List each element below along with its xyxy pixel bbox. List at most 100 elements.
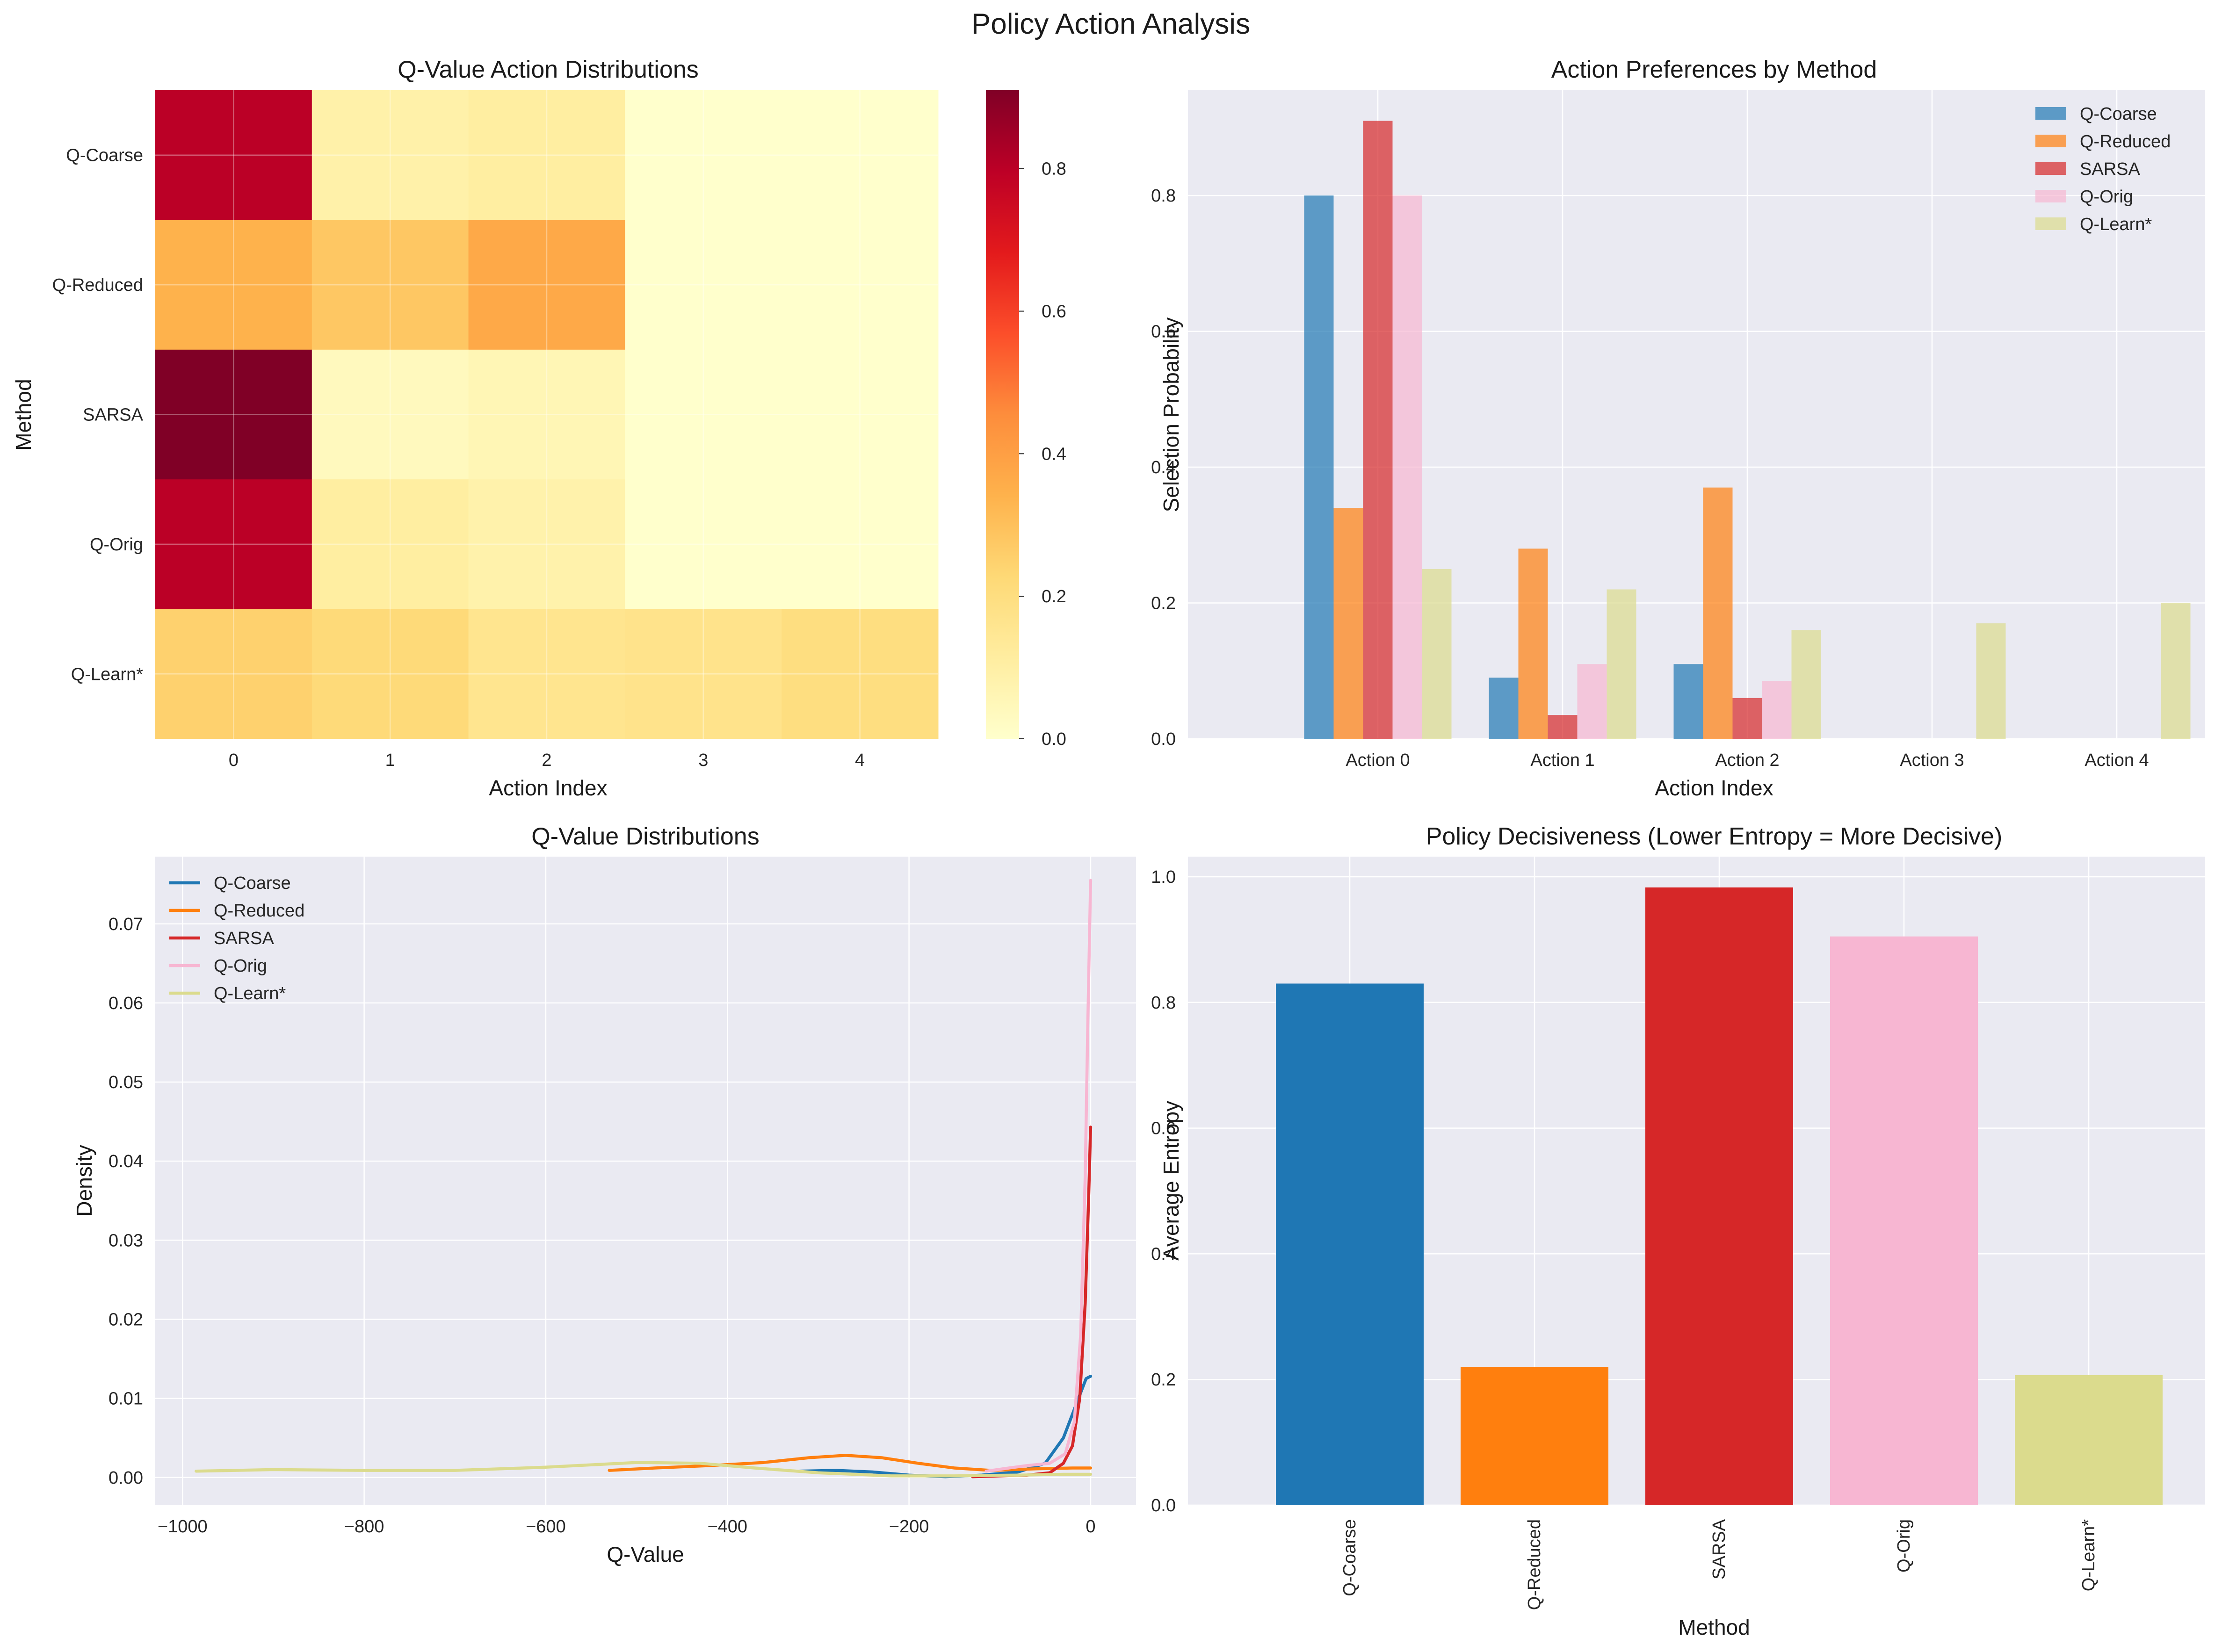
- heatmap-cell: [311, 349, 469, 480]
- heatmap-cell: [155, 90, 312, 220]
- q-value-density-legend: Q-Coarse Q-Reduced SARSA Q-Orig Q-Learn*: [169, 873, 304, 1003]
- action-preferences-y-tick-label: 0.0: [1151, 729, 1176, 749]
- action-preferences-bar: [1976, 623, 2006, 739]
- heatmap-cell: [782, 349, 939, 480]
- policy-decisiveness-x-tick-label: Q-Learn*: [2079, 1519, 2099, 1591]
- policy-decisiveness-y-tick-label: 0.2: [1151, 1370, 1176, 1390]
- policy-decisiveness-x-tick-label: Q-Reduced: [1525, 1519, 1544, 1610]
- action-preferences-title: Action Preferences by Method: [1551, 56, 1877, 83]
- q-value-density-x-tick-label: −800: [344, 1517, 384, 1537]
- heatmap-cell: [782, 609, 939, 739]
- q-value-density-plot-area: [155, 857, 1136, 1505]
- action-preferences-bar: [1333, 508, 1363, 739]
- action-preferences-bar: [1762, 681, 1792, 739]
- action-preferences-bar: [1732, 698, 1762, 739]
- action-preferences-bar: [1518, 548, 1548, 739]
- q-value-density-x-tick-label: −1000: [158, 1517, 208, 1537]
- action-preferences-bar: [1489, 678, 1519, 739]
- policy-decisiveness-x-tick-label: Q-Coarse: [1340, 1519, 1360, 1596]
- heatmap-y-tick-label: Q-Coarse: [66, 146, 143, 166]
- action-preferences-y-tick-label: 0.4: [1151, 458, 1176, 477]
- q-value-density-x-tick-label: −200: [889, 1517, 929, 1537]
- q-value-density-x-tick-label: −400: [707, 1517, 747, 1537]
- heatmap-y-tick-label: Q-Learn*: [71, 664, 143, 684]
- legend-label: Q-Coarse: [2080, 104, 2157, 124]
- q-value-density-y-tick-label: 0.01: [109, 1389, 143, 1409]
- legend-swatch: [2035, 162, 2066, 175]
- action-preferences-bar: [1548, 715, 1578, 739]
- heatmap-y-label: Method: [11, 379, 36, 450]
- heatmap-x-tick-label: 3: [698, 750, 708, 770]
- action-preferences-y-tick-label: 0.6: [1151, 322, 1176, 342]
- q-value-density-line: [195, 1461, 1093, 1478]
- legend-label: SARSA: [2080, 159, 2140, 179]
- q-value-density-y-tick-label: 0.05: [109, 1073, 143, 1092]
- q-value-density-panel: Q-Value Distributions −1000 −800 −600 −400 −…: [72, 823, 1136, 1566]
- legend-label: SARSA: [214, 929, 274, 948]
- q-value-density-y-tick-label: 0.06: [109, 994, 143, 1013]
- policy-decisiveness-bar: [1645, 887, 1793, 1505]
- heatmap-cell: [625, 609, 782, 739]
- heatmap-y-tick-label: Q-Orig: [90, 535, 143, 555]
- heatmap-cell: [625, 479, 782, 610]
- policy-decisiveness-y-tick-label: 1.0: [1151, 867, 1176, 887]
- heatmap-x-tick-label: 2: [542, 750, 551, 770]
- heatmap-cell: [311, 609, 469, 739]
- policy-decisiveness-bar: [1276, 983, 1424, 1505]
- action-preferences-legend: Q-Coarse Q-Reduced SARSA Q-Orig Q-Learn*: [2035, 104, 2171, 234]
- action-preferences-bar: [1422, 569, 1452, 739]
- heatmap-cell: [782, 220, 939, 350]
- heatmap-cell: [468, 220, 625, 350]
- policy-decisiveness-panel: Policy Decisiveness (Lower Entropy = Mor…: [1151, 823, 2205, 1639]
- figure-suptitle: Policy Action Analysis: [971, 8, 1250, 40]
- heatmap-cell: [468, 349, 625, 480]
- legend-swatch: [2035, 107, 2066, 120]
- colorbar-gradient: [986, 90, 1019, 739]
- heatmap-cell: [625, 90, 782, 220]
- policy-decisiveness-x-tick-label: Q-Orig: [1894, 1519, 1914, 1573]
- heatmap-cell: [468, 609, 625, 739]
- policy-decisiveness-bar: [2015, 1375, 2163, 1505]
- legend-label: Q-Learn*: [214, 984, 286, 1003]
- action-preferences-bar: [1791, 630, 1821, 739]
- q-value-density-x-tick-label: 0: [1086, 1517, 1095, 1537]
- heatmap-cell: [468, 479, 625, 610]
- colorbar-tick-label: 0.0: [1042, 729, 1066, 749]
- q-value-density-y-tick-label: 0.02: [109, 1310, 143, 1330]
- policy-decisiveness-y-tick-label: 0.4: [1151, 1244, 1176, 1264]
- colorbar-tick-label: 0.8: [1042, 159, 1066, 179]
- action-preferences-panel: Action Preferences by Method Action 0 Act…: [1151, 56, 2205, 800]
- heatmap-cell: [782, 90, 939, 220]
- heatmap-cell: [468, 90, 625, 220]
- legend-label: Q-Reduced: [214, 901, 304, 921]
- colorbar-tick-label: 0.4: [1042, 444, 1066, 464]
- policy-decisiveness-title: Policy Decisiveness (Lower Entropy = Mor…: [1426, 823, 2003, 850]
- heatmap-cell: [311, 220, 469, 350]
- heatmap-panel: Q-Value Action Distributions 0 1 2 3 4 Q-Coa…: [11, 56, 1066, 800]
- legend-label: Q-Orig: [214, 956, 267, 976]
- action-preferences-bar: [1577, 664, 1607, 739]
- q-value-density-y-label: Density: [72, 1145, 96, 1216]
- action-preferences-x-tick-label: Action 3: [1900, 750, 1964, 770]
- q-value-density-y-tick-label: 0.04: [109, 1152, 143, 1171]
- action-preferences-x-label: Action Index: [1655, 776, 1773, 800]
- heatmap-colorbar: 0.0 0.2 0.4 0.6 0.8: [986, 90, 1066, 749]
- q-value-density-x-tick-label: −600: [526, 1517, 566, 1537]
- q-value-density-y-tick-label: 0.00: [109, 1468, 143, 1488]
- colorbar-tick-label: 0.2: [1042, 587, 1066, 606]
- action-preferences-y-label: Selection Probability: [1159, 317, 1183, 512]
- heatmap-cell: [155, 479, 312, 610]
- legend-swatch: [2035, 217, 2066, 230]
- action-preferences-bar: [1304, 195, 1334, 739]
- policy-decisiveness-bar: [1461, 1367, 1608, 1505]
- q-value-density-title: Q-Value Distributions: [531, 823, 759, 850]
- policy-decisiveness-y-label: Average Entropy: [1159, 1101, 1183, 1261]
- policy-decisiveness-x-label: Method: [1678, 1615, 1750, 1639]
- heatmap-y-tick-label: SARSA: [83, 405, 143, 425]
- heatmap-cell: [311, 479, 469, 610]
- action-preferences-bar: [1392, 195, 1422, 739]
- heatmap-cell: [782, 479, 939, 610]
- policy-decisiveness-y-tick-label: 0.6: [1151, 1119, 1176, 1139]
- action-preferences-bar: [1673, 664, 1703, 739]
- heatmap-cell: [155, 220, 312, 350]
